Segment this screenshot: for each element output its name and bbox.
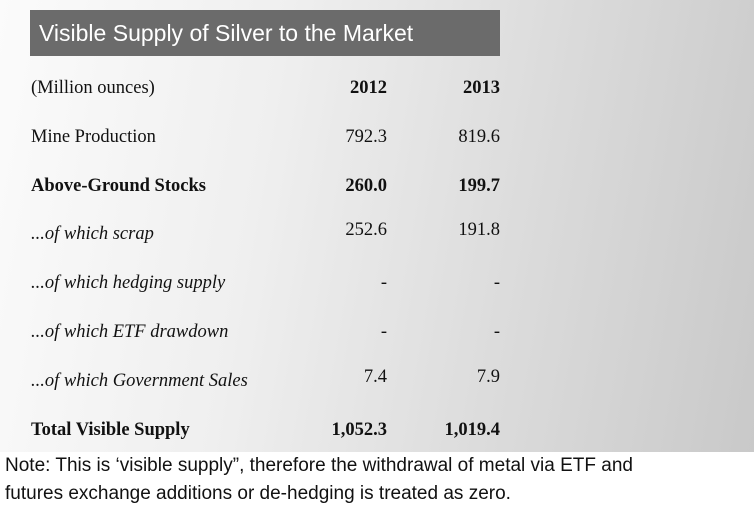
header-cell: 2013 (463, 78, 500, 98)
value-cell: 7.9 (476, 366, 500, 387)
label-cell: ...of which Government Sales (31, 370, 248, 391)
value-cell: - (380, 273, 387, 294)
label-cell: Above-Ground Stocks (31, 175, 206, 196)
value-cell: 191.8 (458, 220, 500, 241)
header-cell: (Million ounces) (31, 78, 155, 98)
table-row: ...of which Government Sales 7.4 7.9 (0, 367, 754, 393)
note-line: futures exchange additions or de-hedging… (5, 483, 511, 504)
value-cell: 199.7 (458, 175, 500, 196)
label-cell: Total Visible Supply (31, 419, 190, 440)
title: Visible Supply of Silver to the Market (30, 10, 500, 56)
table-row: Total Visible Supply 1,052.3 1,019.4 (0, 418, 754, 442)
table-row: ...of which scrap 252.6 191.8 (0, 220, 754, 246)
value-cell: 7.4 (363, 366, 387, 387)
label-cell: Mine Production (31, 126, 156, 147)
note-line: Note: This is ‘visible supply”, therefor… (5, 455, 633, 476)
value-cell: 1,019.4 (444, 419, 501, 440)
value-cell: 252.6 (345, 220, 387, 241)
value-cell: 260.0 (345, 175, 387, 196)
table-row: ...of which ETF drawdown - - (0, 320, 754, 344)
value-cell: 792.3 (345, 126, 387, 147)
slide: Visible Supply of Silver to the Market (… (0, 0, 754, 452)
value-cell: - (380, 322, 387, 342)
table-row: ...of which hedging supply - - (0, 271, 754, 295)
table-row: Mine Production 792.3 819.6 (0, 125, 754, 149)
header-row: (Million ounces) 2012 2013 (0, 76, 754, 100)
value-cell: 1,052.3 (331, 419, 388, 440)
value-cell: - (493, 322, 500, 342)
value-cell: - (493, 273, 500, 294)
label-cell: ...of which ETF drawdown (31, 322, 229, 342)
table-row: Above-Ground Stocks 260.0 199.7 (0, 174, 754, 198)
header-cell: 2012 (350, 78, 387, 98)
label-cell: ...of which scrap (31, 224, 154, 245)
label-cell: ...of which hedging supply (31, 273, 226, 294)
value-cell: 819.6 (458, 126, 500, 147)
